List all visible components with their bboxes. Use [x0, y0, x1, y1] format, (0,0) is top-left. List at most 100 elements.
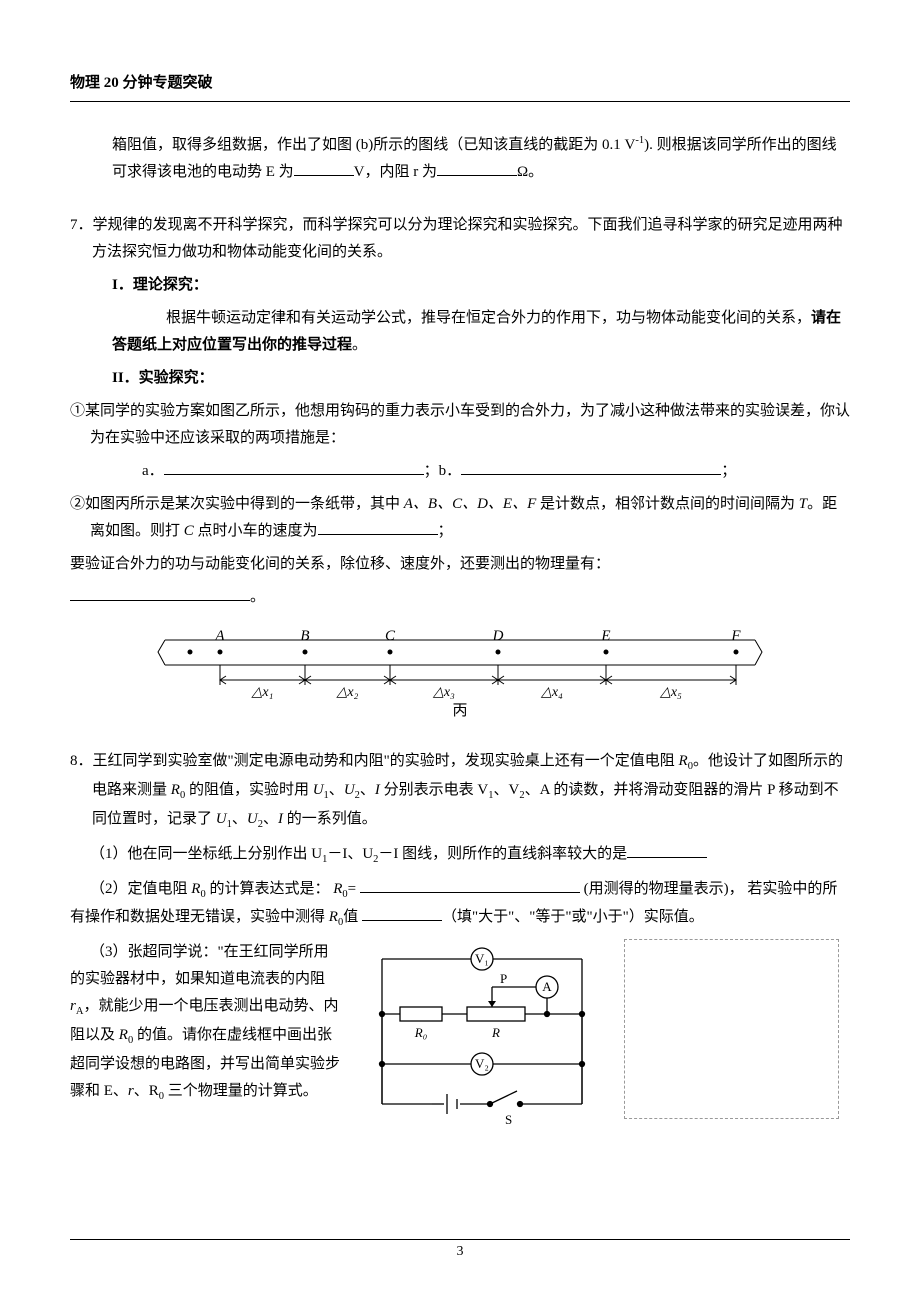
circuit-S: S [505, 1112, 512, 1127]
svg-text:E: E [600, 628, 610, 644]
q7-sub-a: a． [142, 463, 164, 479]
q8-p2e: 值 [343, 909, 362, 925]
q6-blank-r [437, 161, 517, 176]
q8-s1e: 、V [494, 782, 520, 798]
q7-c2-e: ； [438, 523, 453, 539]
q8-p1a: （1）他在同一坐标纸上分别作出 U [90, 846, 322, 862]
q8-p3-R0: R [119, 1027, 128, 1043]
q6-unit1: V，内阻 r 为 [354, 164, 437, 180]
q6-text-1: 箱阻值，取得多组数据，作出了如图 (b)所示的图线（已知该直线的截距为 0.1 … [112, 137, 635, 153]
q7-c2-d: 点时小车的速度为 [194, 523, 318, 539]
q8-U2b: U [247, 811, 258, 827]
q8-p1: （1）他在同一坐标纸上分别作出 U1－I、U2－I 图线，则所作的直线斜率较大的… [70, 841, 850, 870]
q8-p2: （2）定值电阻 R0 的计算表达式是： R0= (用测得的物理量表示)， 若实验… [70, 876, 850, 934]
svg-text:△x₃: △x₃ [432, 685, 455, 700]
svg-text:D: D [492, 628, 504, 644]
q8-U2s: 2 [355, 790, 360, 801]
svg-text:C: C [385, 628, 396, 644]
circuit-A: A [542, 979, 552, 994]
circuit-V1: V₁ [475, 951, 489, 966]
q7-verify-end: 。 [250, 589, 265, 605]
q8-p3e: 三个物理量的计算式。 [164, 1083, 318, 1099]
q8-R0-2: R [171, 782, 180, 798]
q7-sub-end: ； [721, 463, 736, 479]
q8-U1b: U [216, 811, 227, 827]
svg-text:△x₁: △x₁ [251, 685, 274, 700]
q7-sub-ab: a． ；b． ； [70, 458, 850, 485]
q7-body-1: 根据牛顿运动定律和有关运动学公式，推导在恒定合外力的作用下，功与物体动能变化间的… [70, 305, 850, 359]
svg-text:F: F [730, 628, 741, 644]
q8-p2f: （填"大于"、"等于"或"小于"）实际值。 [442, 909, 704, 925]
q8-U2sb: 2 [258, 819, 263, 830]
q8-stem: 8．王红同学到实验室做"测定电源电动势和内阻"的实验时，发现实验桌上还有一个定值… [70, 748, 850, 835]
q7-stem: 7．学规律的发现离不开科学探究，而科学探究可以分为理论探究和实验探究。下面我们追… [70, 212, 850, 266]
svg-text:A: A [214, 628, 225, 644]
q7-c2-b: 是计数点，相邻计数点间的时间间隔为 [536, 496, 799, 512]
circuit-diagram: V₁ A V₂ R₀ R P S [352, 939, 612, 1144]
q7-blank-a [164, 460, 424, 475]
q8-p2-R0b: R [333, 881, 342, 897]
q7-c2-C: C [184, 523, 194, 539]
q8-p2-R0c: R [329, 909, 338, 925]
q8-p3d: 、R [134, 1083, 159, 1099]
page-header: 物理 20 分钟专题突破 [70, 70, 850, 102]
q8-p3-area: （3）张超同学说："在王红同学所用的实验器材中，如果知道电流表的内阻 rA，就能… [70, 939, 850, 1144]
circuit-R0: R₀ [414, 1025, 427, 1040]
q7-stem-text: 学规律的发现离不开科学探究，而科学探究可以分为理论探究和实验探究。下面我们追寻科… [92, 217, 843, 260]
dashed-answer-box [624, 939, 839, 1119]
q8-R0-1: R [679, 753, 688, 769]
q8-U1: U [313, 782, 324, 798]
q7-blank-vc [318, 520, 438, 535]
circuit-P: P [500, 971, 507, 986]
q8-p1c: －I 图线，则所作的直线斜率较大的是 [378, 846, 627, 862]
q8-p1b: －I、U [327, 846, 373, 862]
q8-number: 8． [70, 753, 93, 769]
q7-body1c: 。 [352, 337, 367, 353]
q7-verify-text: 要验证合外力的功与动能变化间的关系，除位移、速度外，还要测出的物理量有： [70, 556, 610, 572]
tape-svg: A B C D E F △x₁ △x₂ △x₃ △x₄ △x₅ 丙 [140, 625, 780, 720]
q8-p3a: （3）张超同学说："在王红同学所用的实验器材中，如果知道电流表的内阻 [70, 944, 329, 987]
q8-s1g: 的一系列值。 [283, 811, 377, 827]
q8-s1d: 分别表示电表 V [380, 782, 488, 798]
svg-text:△x₂: △x₂ [336, 685, 359, 700]
q6-blank-emf [294, 161, 354, 176]
tape-diagram: A B C D E F △x₁ △x₂ △x₃ △x₄ △x₅ 丙 [70, 625, 850, 730]
q7-body1a: 根据牛顿运动定律和有关运动学公式，推导在恒定合外力的作用下，功与物体动能变化间的… [166, 310, 811, 326]
q8-U2: U [344, 782, 355, 798]
circuit-R: R [491, 1025, 500, 1040]
q7-roman-1: I．理论探究： [70, 272, 850, 299]
q7-verify: 要验证合外力的功与动能变化间的关系，除位移、速度外，还要测出的物理量有： [70, 551, 850, 578]
q8-p2b: 的计算表达式是： [206, 881, 334, 897]
svg-text:B: B [300, 628, 309, 644]
q8-U1sb: 1 [227, 819, 232, 830]
q7-circ1: ①某同学的实验方案如图乙所示，他想用钩码的重力表示小车受到的合外力，为了减小这种… [70, 398, 850, 452]
svg-text:△x₄: △x₄ [540, 685, 563, 700]
q7-number: 7． [70, 217, 93, 233]
q6-exp: -1 [635, 135, 644, 146]
page-number: 3 [0, 1239, 920, 1264]
q7-verify-blank-line: 。 [70, 584, 850, 611]
q8-p2a: （2）定值电阻 [90, 881, 191, 897]
circuit-V2: V₂ [475, 1056, 489, 1071]
q6-continuation: 箱阻值，取得多组数据，作出了如图 (b)所示的图线（已知该直线的截距为 0.1 … [70, 132, 850, 186]
q8-s1a: 王红同学到实验室做"测定电源电动势和内阻"的实验时，发现实验桌上还有一个定值电阻 [93, 753, 679, 769]
q7-blank-verify [70, 586, 250, 601]
q8-s1c: 的阻值，实验时用 [185, 782, 313, 798]
q8-p2c: = [348, 881, 360, 897]
tape-caption: 丙 [452, 703, 467, 719]
q7-c2-a: ②如图丙所示是某次实验中得到的一条纸带，其中 [70, 496, 404, 512]
circuit-svg: V₁ A V₂ R₀ R P S [352, 939, 612, 1134]
q8-blank-expr [360, 878, 580, 893]
q8-blank-cmp [362, 906, 442, 921]
q7-blank-b [461, 460, 721, 475]
q6-unit2: Ω。 [517, 164, 543, 180]
q8-U1s: 1 [324, 790, 329, 801]
q8-p3-text: （3）张超同学说："在王红同学所用的实验器材中，如果知道电流表的内阻 rA，就能… [70, 939, 340, 1107]
q7-c2-T: T [799, 496, 807, 512]
q7-sub-sep: ；b． [424, 463, 462, 479]
svg-text:△x₅: △x₅ [659, 685, 682, 700]
q7-circ2: ②如图丙所示是某次实验中得到的一条纸带，其中 A、B、C、D、E、F 是计数点，… [70, 491, 850, 545]
q8-blank-slope [627, 843, 707, 858]
q7-c2-letters: A、B、C、D、E、F [404, 496, 537, 512]
q7-roman-2: II．实验探究： [70, 365, 850, 392]
